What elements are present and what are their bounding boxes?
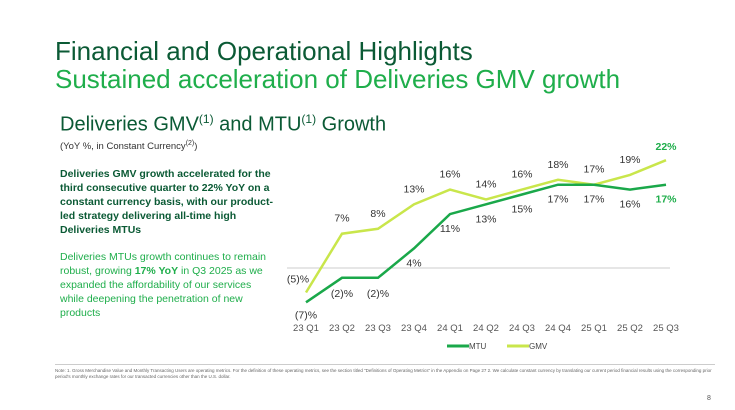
data-label-mtu: 13% [475, 213, 496, 225]
h-c: Growth [316, 113, 387, 136]
p2b: 17% YoY [134, 265, 179, 277]
data-label-mtu: 11% [440, 223, 460, 235]
data-label-mtu: 17% [547, 194, 568, 206]
data-label-gmv: 16% [439, 169, 460, 181]
x-tick-label: 24 Q1 [437, 323, 463, 334]
section-subheading: (YoY %, in Constant Currency(2)) [60, 140, 197, 152]
data-label-gmv: (5)% [287, 274, 309, 286]
x-tick-label: 25 Q2 [617, 323, 643, 334]
series-line-mtu [305, 183, 667, 304]
data-label-mtu: 4% [406, 257, 421, 269]
page-subtitle: Sustained acceleration of Deliveries GMV… [55, 64, 621, 94]
sub-close: ) [194, 141, 198, 153]
legend-label-mtu: MTU [469, 342, 487, 351]
h-sup1: (1) [198, 112, 214, 126]
data-label-gmv: 18% [547, 159, 568, 171]
data-label-gmv: 7% [334, 213, 349, 225]
series-line-gmv [304, 159, 667, 294]
x-tick-label: 23 Q3 [365, 323, 391, 334]
legend-label-gmv: GMV [529, 342, 548, 351]
data-label-mtu: (2)% [331, 288, 353, 300]
data-label-gmv: 13% [403, 183, 424, 195]
h-b: and MTU [213, 113, 302, 136]
h-sup2: (1) [301, 112, 317, 126]
data-label-mtu: (7)% [295, 309, 317, 321]
x-tick-label: 25 Q3 [653, 323, 679, 334]
data-label-gmv: 14% [475, 178, 496, 190]
p2c: in Q3 2025 as we expanded the affordabil… [60, 265, 263, 319]
x-tick-label: 24 Q4 [545, 323, 571, 334]
x-tick-label: 24 Q2 [473, 323, 499, 334]
data-label-mtu: 15% [511, 204, 532, 216]
data-label-gmv: 16% [511, 169, 532, 181]
sub-text: (YoY %, in Constant Currency [60, 141, 186, 153]
x-tick-label: 23 Q1 [293, 323, 319, 334]
p2a: Deliveries MTUs growth continues to rema… [60, 251, 266, 277]
footnote: Note: 1. Gross Merchandise Value and Mon… [55, 364, 715, 380]
h-a: Deliveries GMV [60, 113, 199, 136]
data-label-gmv: 8% [370, 208, 385, 220]
data-label-mtu: 16% [619, 199, 640, 211]
x-tick-label: 23 Q2 [329, 323, 355, 334]
page-title: Financial and Operational Highlights [55, 36, 473, 66]
gmv-commentary: Deliveries GMV growth accelerated for th… [60, 168, 273, 236]
section-heading: Deliveries GMV(1) and MTU(1) Growth [60, 112, 386, 137]
mtu-commentary: Deliveries MTUs growth continues to rema… [60, 250, 275, 320]
data-label-gmv: 17% [583, 164, 604, 176]
data-label-mtu: 17% [655, 194, 677, 206]
data-label-mtu: (2)% [367, 288, 389, 300]
sub-sup: (2) [185, 140, 195, 147]
x-tick-label: 25 Q1 [581, 323, 607, 334]
data-label-gmv: 19% [619, 154, 640, 166]
x-tick-label: 23 Q4 [401, 323, 427, 334]
page-number: 8 [707, 395, 711, 402]
data-label-mtu: 17% [583, 194, 604, 206]
x-tick-label: 24 Q3 [509, 323, 535, 334]
data-label-gmv: 22% [655, 141, 677, 153]
